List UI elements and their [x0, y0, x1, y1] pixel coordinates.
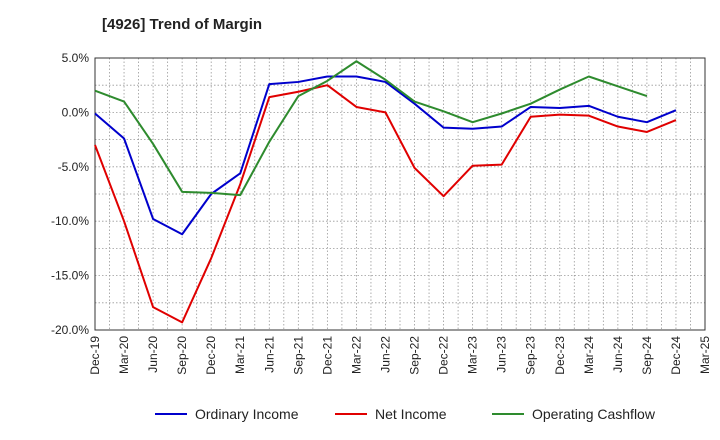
series-line-operating-cashflow: [94, 60, 648, 197]
x-tick-label: Sep-22: [408, 336, 422, 375]
x-tick-label: Mar-20: [117, 336, 131, 374]
x-tick-label: Mar-25: [698, 336, 712, 374]
x-tick-label: Dec-24: [669, 336, 683, 375]
x-tick-label: Sep-20: [175, 336, 189, 375]
x-tick-label: Dec-22: [437, 336, 451, 375]
x-tick-label: Jun-23: [495, 336, 509, 373]
series-line-net-income: [94, 84, 677, 324]
x-tick-label: Jun-21: [262, 336, 276, 373]
chart-title: [4926] Trend of Margin: [102, 16, 263, 33]
x-tick-label: Dec-21: [320, 336, 334, 375]
x-tick-label: Jun-22: [378, 336, 392, 373]
x-tick-label: Mar-24: [582, 336, 596, 374]
x-tick-label: Sep-21: [291, 336, 305, 375]
legend-label: Ordinary Income: [195, 406, 299, 422]
legend-label: Net Income: [375, 406, 447, 422]
x-tick-label: Dec-20: [204, 336, 218, 375]
x-tick-label: Mar-22: [349, 336, 363, 374]
y-tick-label: 0.0%: [62, 105, 90, 119]
x-tick-label: Sep-24: [640, 336, 654, 375]
y-tick-label: -10.0%: [51, 214, 89, 228]
series-line-ordinary-income: [94, 75, 677, 236]
x-tick-label: Dec-19: [88, 336, 102, 375]
y-tick-label: -5.0%: [58, 160, 90, 174]
x-tick-label: Mar-23: [466, 336, 480, 374]
x-tick-label: Sep-23: [524, 336, 538, 375]
x-tick-label: Jun-24: [611, 336, 625, 373]
y-tick-label: -15.0%: [51, 269, 89, 283]
legend-label: Operating Cashflow: [532, 406, 656, 422]
x-tick-label: Jun-20: [146, 336, 160, 373]
y-tick-label: -20.0%: [51, 323, 89, 337]
y-tick-label: 5.0%: [62, 51, 90, 65]
plot-area-frame: [94, 57, 706, 331]
x-tick-label: Dec-23: [553, 336, 567, 375]
x-tick-label: Mar-21: [233, 336, 247, 374]
